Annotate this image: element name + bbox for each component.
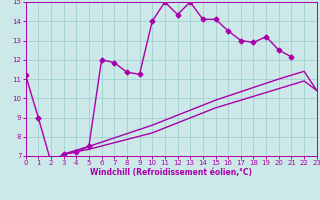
X-axis label: Windchill (Refroidissement éolien,°C): Windchill (Refroidissement éolien,°C) <box>90 168 252 177</box>
